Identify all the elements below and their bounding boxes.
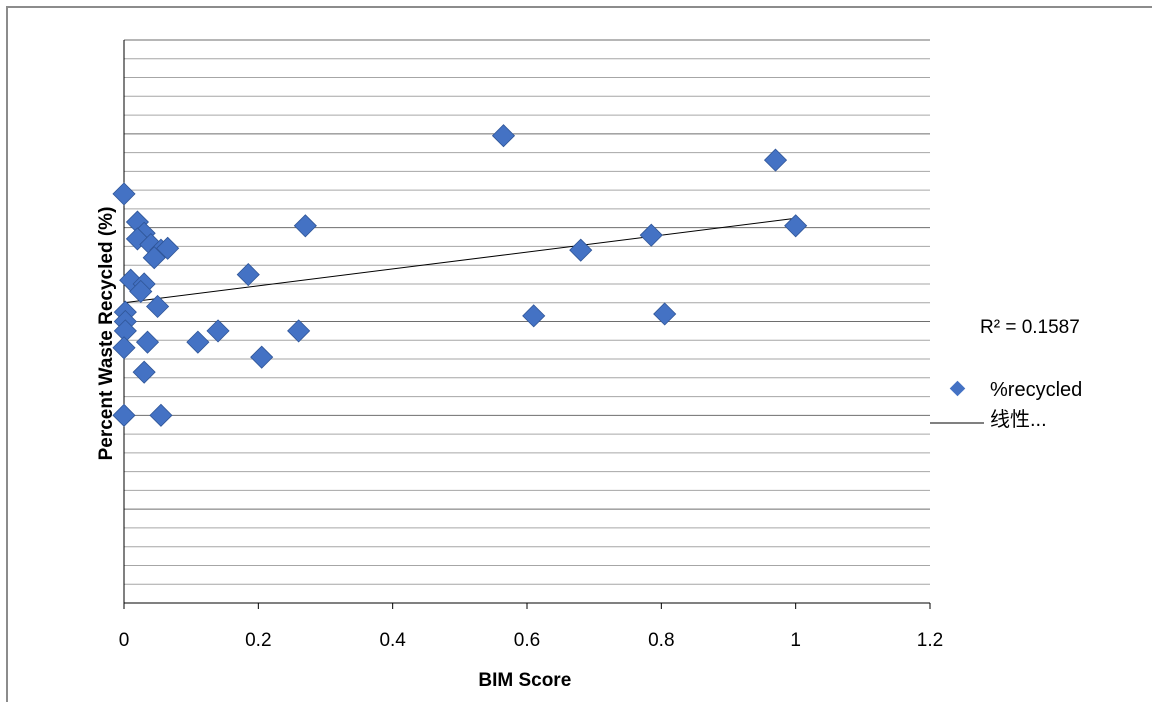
x-tick-label: 0.2 — [245, 630, 271, 651]
x-tick-label: 1.2 — [917, 630, 943, 651]
x-axis-ticks: 0 0.2 0.4 0.6 0.8 1 1.2 — [119, 603, 943, 651]
data-point — [293, 214, 317, 238]
y-axis-title: Percent Waste Recycled (%) — [96, 207, 117, 461]
trendline — [123, 217, 796, 304]
data-point — [491, 124, 516, 148]
data-point — [569, 238, 593, 262]
data-point — [135, 330, 160, 354]
data-point — [112, 403, 136, 427]
x-tick-label: 1 — [790, 630, 801, 651]
data-point — [112, 182, 136, 206]
data-point — [250, 345, 274, 369]
x-tick-label: 0.4 — [379, 630, 406, 651]
gridlines — [124, 39, 930, 585]
data-point — [653, 302, 677, 326]
x-tick-label: 0.6 — [514, 630, 540, 651]
data-point — [639, 223, 663, 247]
chart-frame — [6, 6, 1152, 702]
data-point — [149, 403, 173, 427]
r-squared-label: R² = 0.1587 — [980, 317, 1080, 338]
x-axis-title: BIM Score — [478, 670, 571, 691]
data-point — [522, 304, 546, 328]
legend-label-recycled: %recycled — [990, 379, 1082, 401]
legend-label-trendline: 线性... — [990, 408, 1047, 431]
data-point — [287, 319, 311, 343]
data-points — [112, 124, 808, 427]
trendline-group — [123, 217, 796, 304]
data-point — [763, 148, 788, 172]
data-point — [156, 236, 180, 260]
data-point — [186, 330, 210, 354]
data-point — [129, 279, 153, 304]
data-point — [132, 360, 156, 384]
data-point — [112, 336, 136, 360]
x-tick-label: 0.8 — [648, 630, 674, 651]
data-point — [236, 263, 260, 287]
x-tick-label: 0 — [119, 630, 130, 651]
legend-marker-recycled — [949, 380, 966, 397]
data-point — [146, 294, 170, 319]
data-point — [206, 319, 230, 343]
data-point — [784, 214, 808, 238]
legend: %recycled 线性... — [930, 379, 1082, 431]
data-point — [142, 246, 166, 270]
